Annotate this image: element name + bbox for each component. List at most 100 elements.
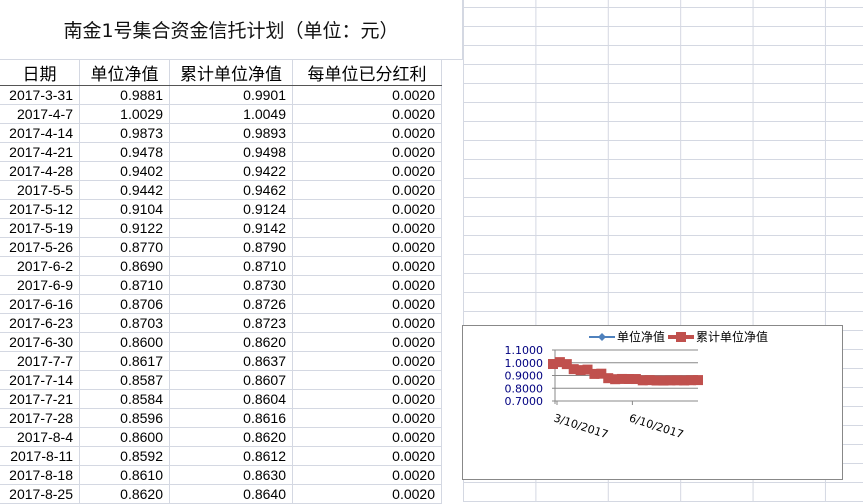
cell[interactable]: 2017-5-12	[0, 199, 80, 219]
cell[interactable]: 0.8616	[169, 408, 293, 428]
table-row: 2017-6-16 0.8706 0.8726 0.0020	[0, 294, 442, 314]
cell[interactable]: 0.8596	[79, 408, 170, 428]
cell[interactable]: 0.8604	[169, 389, 293, 409]
cell[interactable]: 0.0020	[292, 313, 442, 333]
cell[interactable]: 0.9873	[79, 123, 170, 143]
cell[interactable]: 0.9893	[169, 123, 293, 143]
cell[interactable]: 0.9142	[169, 218, 293, 238]
cell[interactable]: 2017-6-16	[0, 294, 80, 314]
cell[interactable]: 0.8726	[169, 294, 293, 314]
cell[interactable]: 2017-8-11	[0, 446, 80, 466]
cell[interactable]: 2017-7-21	[0, 389, 80, 409]
cell[interactable]: 0.8620	[169, 332, 293, 352]
cell[interactable]: 0.8587	[79, 370, 170, 390]
cell[interactable]: 2017-5-26	[0, 237, 80, 257]
cell[interactable]: 0.9881	[79, 85, 170, 105]
cell[interactable]: 2017-6-23	[0, 313, 80, 333]
cell[interactable]: 0.8620	[169, 427, 293, 447]
column-header[interactable]: 每单位已分红利	[292, 60, 442, 86]
cell[interactable]: 0.0020	[292, 237, 442, 257]
cell[interactable]: 0.8730	[169, 275, 293, 295]
legend-marker-square	[676, 332, 686, 342]
table-row: 2017-8-4 0.8600 0.8620 0.0020	[0, 427, 442, 447]
cell[interactable]: 0.9124	[169, 199, 293, 219]
cell[interactable]: 0.8637	[169, 351, 293, 371]
cell[interactable]: 0.8584	[79, 389, 170, 409]
cell[interactable]: 0.8770	[79, 237, 170, 257]
cell[interactable]: 0.8607	[169, 370, 293, 390]
cell[interactable]: 2017-4-28	[0, 161, 80, 181]
cell[interactable]: 0.8703	[79, 313, 170, 333]
cell[interactable]: 2017-4-14	[0, 123, 80, 143]
cell[interactable]: 0.8600	[79, 332, 170, 352]
cell[interactable]: 2017-7-7	[0, 351, 80, 371]
cell[interactable]: 1.0049	[169, 104, 293, 124]
column-header[interactable]: 单位净值	[79, 60, 170, 86]
cell[interactable]: 0.8600	[79, 427, 170, 447]
data-point	[554, 357, 565, 368]
cell[interactable]: 0.0020	[292, 85, 442, 105]
cell[interactable]: 2017-7-14	[0, 370, 80, 390]
cell[interactable]: 0.8640	[169, 484, 293, 504]
table-row: 2017-4-14 0.9873 0.9893 0.0020	[0, 123, 442, 143]
cell[interactable]: 2017-8-25	[0, 484, 80, 504]
cell[interactable]: 2017-5-5	[0, 180, 80, 200]
cell[interactable]: 2017-8-4	[0, 427, 80, 447]
cell[interactable]: 0.0020	[292, 370, 442, 390]
column-header[interactable]: 累计单位净值	[169, 60, 293, 86]
cell[interactable]: 0.0020	[292, 161, 442, 181]
cell[interactable]: 0.8710	[169, 256, 293, 276]
cell[interactable]: 2017-5-19	[0, 218, 80, 238]
cell[interactable]: 0.0020	[292, 256, 442, 276]
cell[interactable]: 2017-4-7	[0, 104, 80, 124]
cell[interactable]: 2017-3-31	[0, 85, 80, 105]
cell[interactable]: 0.0020	[292, 294, 442, 314]
cell[interactable]: 0.9122	[79, 218, 170, 238]
cell[interactable]: 0.9478	[79, 142, 170, 162]
cell[interactable]: 0.0020	[292, 332, 442, 352]
cell[interactable]: 0.0020	[292, 446, 442, 466]
cell[interactable]: 1.0029	[79, 104, 170, 124]
cell[interactable]: 2017-6-2	[0, 256, 80, 276]
cell[interactable]: 0.0020	[292, 123, 442, 143]
cell[interactable]: 0.9402	[79, 161, 170, 181]
cell[interactable]: 0.8612	[169, 446, 293, 466]
cell[interactable]: 0.0020	[292, 104, 442, 124]
cell[interactable]: 0.0020	[292, 351, 442, 371]
cell[interactable]: 2017-4-21	[0, 142, 80, 162]
cell[interactable]: 0.0020	[292, 408, 442, 428]
data-point	[672, 375, 683, 386]
cell[interactable]: 0.8710	[79, 275, 170, 295]
cell[interactable]: 0.9104	[79, 199, 170, 219]
cell[interactable]: 2017-8-18	[0, 465, 80, 485]
cell[interactable]: 0.0020	[292, 484, 442, 504]
cell[interactable]: 2017-6-30	[0, 332, 80, 352]
cell[interactable]: 0.0020	[292, 218, 442, 238]
cell[interactable]: 0.0020	[292, 275, 442, 295]
cell[interactable]: 0.8790	[169, 237, 293, 257]
column-header[interactable]: 日期	[0, 60, 80, 86]
cell[interactable]: 0.8723	[169, 313, 293, 333]
line-chart[interactable]: 1.1000 1.0000 0.9000 0.8000 0.7000 3/10/2017 6…	[462, 325, 843, 480]
cell[interactable]: 0.9462	[169, 180, 293, 200]
cell[interactable]: 0.0020	[292, 465, 442, 485]
cell[interactable]: 0.0020	[292, 199, 442, 219]
cell[interactable]: 0.9901	[169, 85, 293, 105]
cell[interactable]: 2017-6-9	[0, 275, 80, 295]
y-tick-label: 1.1000	[505, 344, 544, 357]
cell[interactable]: 0.9498	[169, 142, 293, 162]
cell[interactable]: 2017-7-28	[0, 408, 80, 428]
cell[interactable]: 0.8630	[169, 465, 293, 485]
cell[interactable]: 0.8617	[79, 351, 170, 371]
cell[interactable]: 0.8592	[79, 446, 170, 466]
cell[interactable]: 0.8690	[79, 256, 170, 276]
cell[interactable]: 0.8620	[79, 484, 170, 504]
cell[interactable]: 0.9442	[79, 180, 170, 200]
cell[interactable]: 0.0020	[292, 142, 442, 162]
cell[interactable]: 0.0020	[292, 180, 442, 200]
cell[interactable]: 0.0020	[292, 427, 442, 447]
cell[interactable]: 0.8610	[79, 465, 170, 485]
cell[interactable]: 0.0020	[292, 389, 442, 409]
cell[interactable]: 0.8706	[79, 294, 170, 314]
cell[interactable]: 0.9422	[169, 161, 293, 181]
